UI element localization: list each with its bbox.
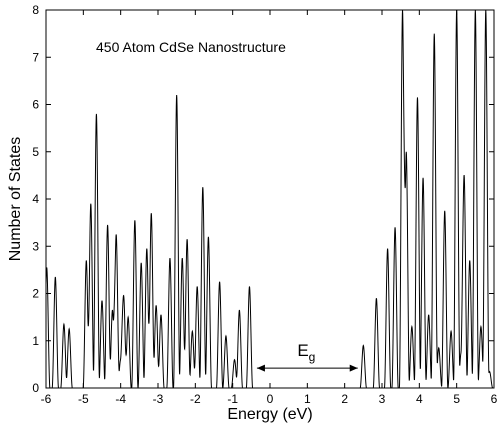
tick-labels: -6 -5 -4 -3 -2 -1 0 1 2 3 4 5 6 0 1 2 3 4 5 6 7 8	[32, 3, 497, 406]
chart-title: 450 Atom CdSe Nanostructure	[96, 39, 286, 55]
x-tick-label: 3	[379, 392, 386, 406]
x-tick-label: 2	[341, 392, 348, 406]
y-tick-label: 5	[32, 145, 39, 159]
x-tick-label: 1	[304, 392, 311, 406]
y-tick-label: 6	[32, 98, 39, 112]
y-tick-label: 4	[32, 192, 39, 206]
band-gap-arrowhead-left	[256, 364, 265, 372]
x-tick-label: -6	[41, 392, 52, 406]
y-tick-label: 2	[32, 287, 39, 301]
x-tick-label: 5	[453, 392, 460, 406]
x-tick-label: -3	[153, 392, 164, 406]
band-gap-annotation: Eg	[256, 341, 358, 372]
y-tick-label: 1	[32, 334, 39, 348]
axes	[45, 9, 495, 389]
x-tick-label: 0	[267, 392, 274, 406]
dos-series-line	[46, 10, 494, 388]
y-tick-label: 7	[32, 50, 39, 64]
y-tick-label: 0	[32, 381, 39, 395]
x-tick-label: -2	[190, 392, 201, 406]
y-tick-label: 3	[32, 239, 39, 253]
x-tick-label: 6	[491, 392, 498, 406]
y-tick-label: 8	[32, 3, 39, 17]
x-tick-label: -4	[115, 392, 126, 406]
plot-frame	[45, 9, 495, 389]
band-gap-label: Eg	[297, 341, 315, 364]
x-tick-label: -1	[227, 392, 238, 406]
x-tick-label: -5	[78, 392, 89, 406]
y-axis-label: Number of States	[7, 137, 24, 262]
plot-area	[46, 10, 494, 388]
x-tick-label: 4	[416, 392, 423, 406]
band-gap-arrowhead-right	[349, 364, 358, 372]
x-axis-label: Energy (eV)	[227, 406, 312, 423]
